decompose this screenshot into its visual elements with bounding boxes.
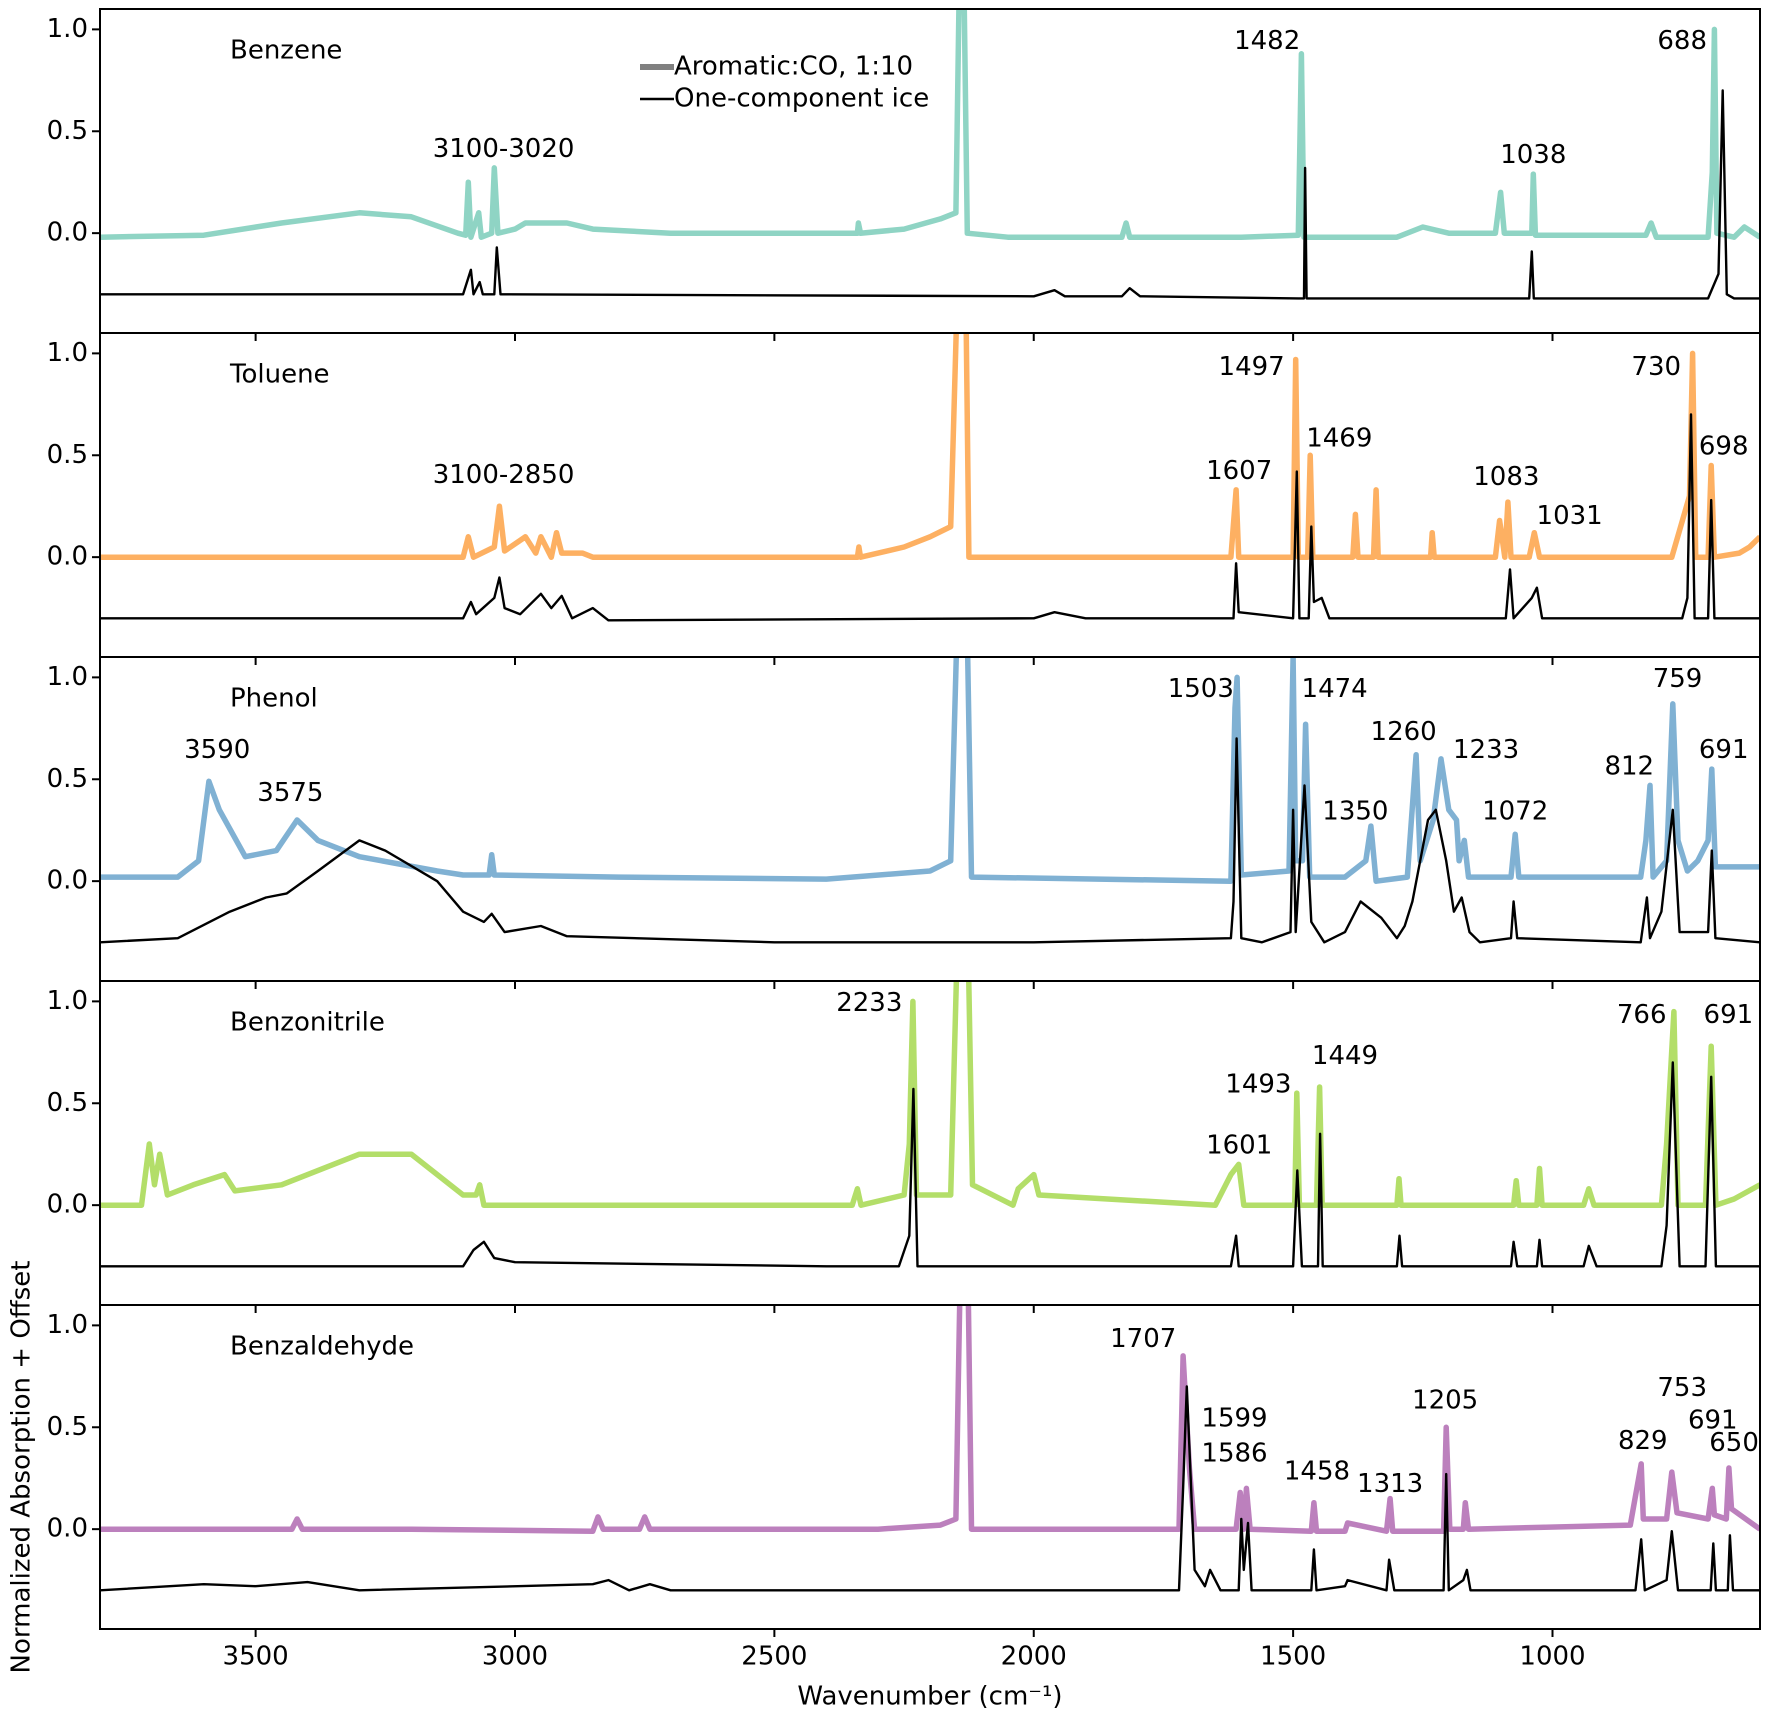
y-tick-label: 0.5 [47, 116, 88, 146]
plot-area [100, 657, 1760, 944]
spectrum-line [100, 657, 1760, 884]
peak-label: 691 [1704, 1000, 1754, 1030]
panel-frame [99, 332, 1761, 658]
y-tick-label: 0.0 [47, 866, 88, 896]
panel-frame [99, 8, 1761, 334]
peak-label: 3100-2850 [433, 460, 575, 490]
y-tick-label: 0.0 [47, 1190, 88, 1220]
plot-area [100, 333, 1760, 622]
spectrum-line [100, 413, 1760, 622]
peak-label: 829 [1618, 1426, 1668, 1456]
spectrum-line [100, 1061, 1760, 1268]
peak-label: 1586 [1201, 1438, 1267, 1468]
peak-label: 1260 [1371, 717, 1437, 747]
y-tick-label: 1.0 [47, 1310, 88, 1340]
plot-area [100, 1305, 1760, 1592]
peak-label: 730 [1631, 352, 1681, 382]
peak-label: 1474 [1302, 674, 1368, 704]
peak-label: 1503 [1168, 674, 1234, 704]
x-tick-label: 3500 [223, 1642, 289, 1672]
y-tick-label: 0.0 [47, 1514, 88, 1544]
peak-label: 3590 [184, 735, 250, 765]
peak-label: 1038 [1500, 140, 1566, 170]
peak-label: 1707 [1110, 1324, 1176, 1354]
peak-label: 759 [1653, 664, 1703, 694]
peak-label: 1083 [1473, 462, 1539, 492]
spectrum-line [100, 333, 1760, 560]
spectrum-line [100, 1385, 1760, 1592]
x-tick-label: 3000 [482, 1642, 548, 1672]
panel-title: Benzene [230, 36, 342, 66]
panel-title: Toluene [229, 360, 330, 390]
peak-label: 691 [1688, 1406, 1738, 1436]
peak-label: 1469 [1306, 423, 1372, 453]
spectrum-line [100, 9, 1760, 240]
y-tick-label: 1.0 [47, 986, 88, 1016]
panel-title: Phenol [230, 684, 318, 714]
legend-label: One-component ice [674, 84, 929, 114]
peak-label: 1607 [1206, 456, 1272, 486]
peak-label: 1482 [1234, 26, 1300, 56]
peak-label: 650 [1709, 1428, 1759, 1458]
y-axis-label: Normalized Absorption + Offset [7, 1261, 37, 1674]
peak-label: 766 [1617, 1000, 1667, 1030]
panel-title: Benzaldehyde [230, 1332, 414, 1362]
peak-label: 1497 [1219, 352, 1285, 382]
peak-label: 1601 [1206, 1131, 1272, 1161]
peak-label: 3575 [257, 778, 323, 808]
panel-title: Benzonitrile [230, 1008, 385, 1038]
y-tick-label: 1.0 [47, 662, 88, 692]
peak-label: 2233 [836, 988, 902, 1018]
panel-frame [99, 1304, 1761, 1630]
spectrum-line [100, 89, 1760, 300]
peak-label: 1031 [1537, 501, 1603, 531]
y-tick-label: 0.0 [47, 218, 88, 248]
peak-label: 1313 [1357, 1469, 1423, 1499]
x-axis-label: Wavenumber (cm⁻¹) [797, 1682, 1062, 1712]
y-tick-label: 0.5 [47, 764, 88, 794]
peak-label: 1233 [1453, 735, 1519, 765]
y-tick-label: 0.5 [47, 1412, 88, 1442]
peak-label: 691 [1699, 735, 1749, 765]
y-tick-label: 0.5 [47, 440, 88, 470]
peak-label: 1599 [1201, 1404, 1267, 1434]
peak-label: 1072 [1482, 796, 1548, 826]
x-tick-label: 2500 [741, 1642, 807, 1672]
spectrum-line [100, 737, 1760, 944]
x-tick-label: 1000 [1519, 1642, 1585, 1672]
plot-area [100, 9, 1760, 300]
peak-label: 1350 [1322, 796, 1388, 826]
y-tick-label: 1.0 [47, 338, 88, 368]
peak-label: 1449 [1312, 1041, 1378, 1071]
y-tick-label: 1.0 [47, 14, 88, 44]
spectrum-line [100, 1305, 1760, 1534]
plot-area [100, 981, 1760, 1268]
peak-label: 3100-3020 [433, 134, 575, 164]
x-tick-label: 1500 [1260, 1642, 1326, 1672]
y-tick-label: 0.5 [47, 1088, 88, 1118]
x-tick-label: 2000 [1001, 1642, 1067, 1672]
peak-label: 688 [1657, 26, 1707, 56]
peak-label: 1458 [1284, 1457, 1350, 1487]
peak-label: 753 [1657, 1373, 1707, 1403]
peak-label: 1493 [1225, 1069, 1291, 1099]
peak-label: 698 [1699, 432, 1749, 462]
peak-label: 1205 [1412, 1385, 1478, 1415]
y-tick-label: 0.0 [47, 542, 88, 572]
peak-label: 812 [1604, 752, 1654, 782]
legend-label: Aromatic:CO, 1:10 [674, 52, 913, 82]
spectrum-line [100, 981, 1760, 1208]
